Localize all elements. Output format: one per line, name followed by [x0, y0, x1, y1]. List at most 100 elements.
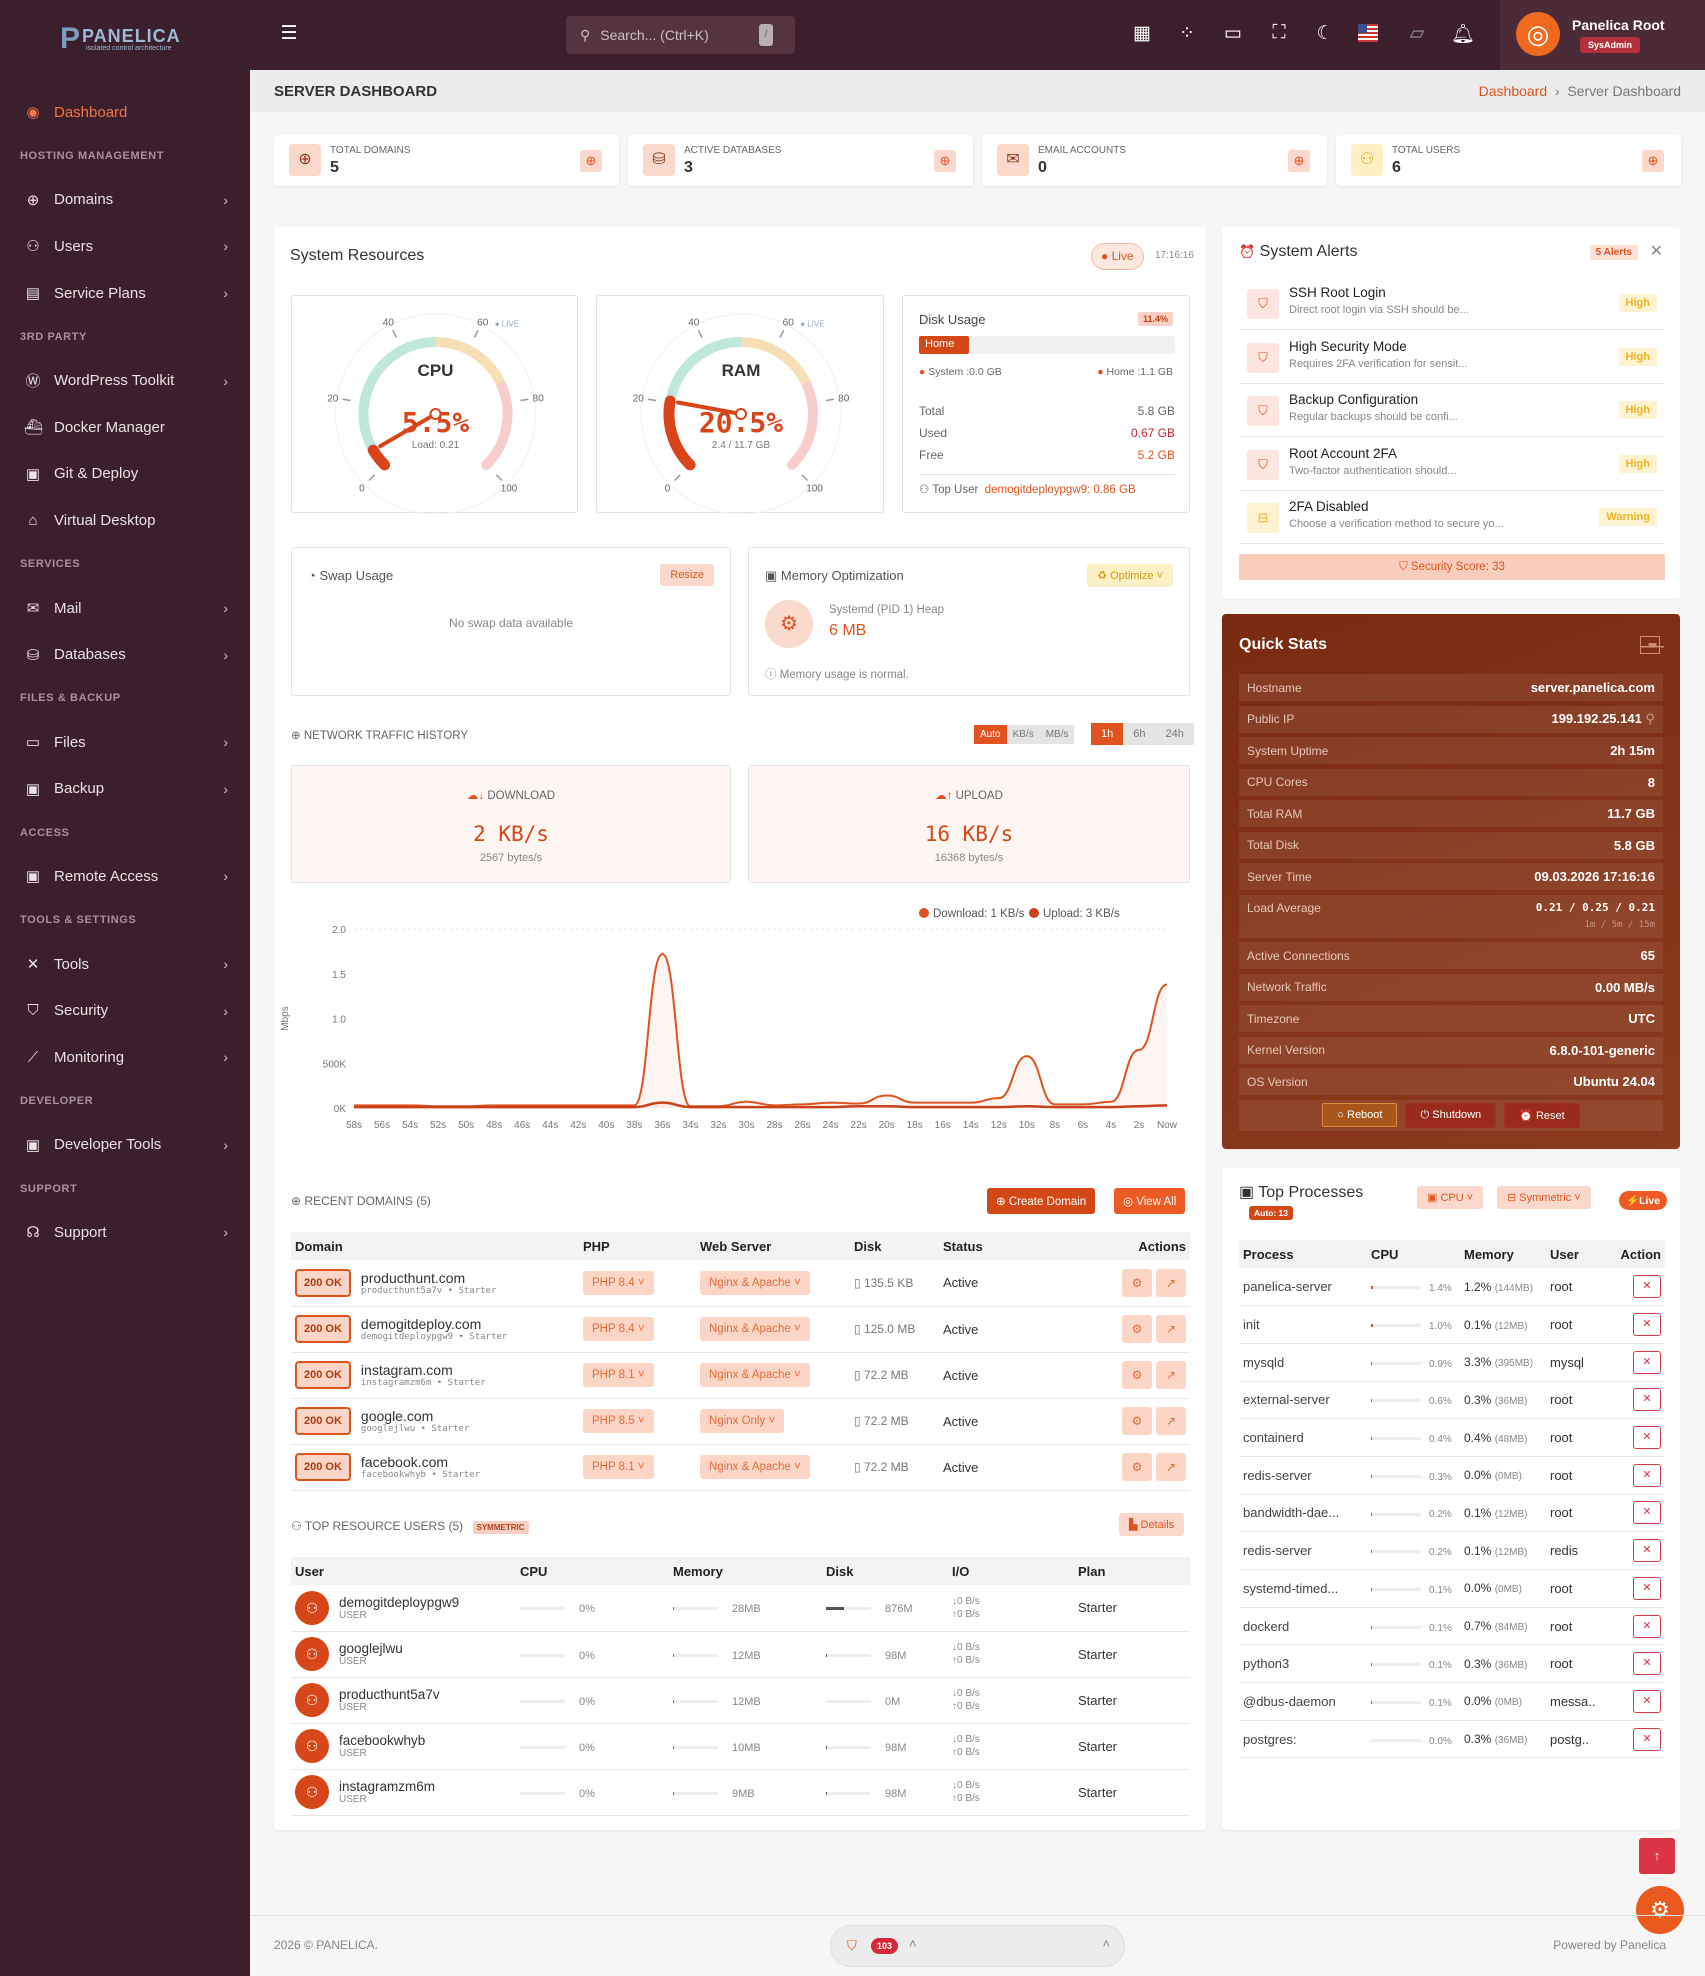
chevron-up-icon[interactable]: ˄ [909, 1936, 917, 1951]
optimize-button[interactable]: ♻ Optimize ˅ [1087, 564, 1173, 587]
user-name[interactable]: googlejlwu [339, 1641, 403, 1656]
unit-button-0[interactable]: Auto [974, 725, 1007, 744]
kill-process-button[interactable]: ✕ [1633, 1652, 1661, 1676]
monitor-icon[interactable]: ▭ [1224, 23, 1242, 44]
sort-cpu-dropdown[interactable]: ▣ CPU ˅ [1417, 1186, 1484, 1209]
fullscreen-icon[interactable]: ⛶ [1272, 22, 1286, 43]
us-flag-icon[interactable] [1358, 24, 1384, 42]
web-server-select[interactable]: Nginx & Apache ˅ [700, 1363, 810, 1387]
menu-icon[interactable]: ☰ [280, 23, 298, 44]
settings-gear-button[interactable]: ⚙ [1122, 1361, 1152, 1389]
kill-process-button[interactable]: ✕ [1633, 1463, 1661, 1487]
add-icon[interactable]: ⊕ [1642, 150, 1664, 172]
sidebar-item-security[interactable]: ⛉ Security › [0, 987, 250, 1034]
open-external-button[interactable]: ↗ [1156, 1315, 1186, 1343]
unit-button-1[interactable]: KB/s [1006, 725, 1040, 744]
sidebar-item-remote-access[interactable]: ▣ Remote Access › [0, 853, 250, 900]
sidebar-item-docker-manager[interactable]: ⛴ Docker Manager [0, 404, 250, 451]
settings-fab-button[interactable]: ⚙ [1636, 1886, 1684, 1934]
sidebar-item-monitoring[interactable]: ⟋ Monitoring › [0, 1034, 250, 1081]
sidebar-item-users[interactable]: ⚇ Users › [0, 223, 250, 270]
php-version-select[interactable]: PHP 8.1 ˅ [583, 1363, 654, 1387]
add-icon[interactable]: ⊕ [934, 150, 956, 172]
sidebar-item-service-plans[interactable]: ▤ Service Plans › [0, 270, 250, 317]
web-server-select[interactable]: Nginx Only ˅ [700, 1409, 785, 1433]
bar-chart-icon[interactable]: ▁▃▁ [1640, 636, 1664, 654]
mode-dropdown[interactable]: ⊟ Symmetric ˅ [1497, 1186, 1591, 1209]
create-domain-button[interactable]: ⊕ Create Domain [987, 1188, 1096, 1214]
sidebar-item-tools[interactable]: ✕ Tools › [0, 941, 250, 988]
kill-process-button[interactable]: ✕ [1633, 1614, 1661, 1638]
add-icon[interactable]: ⊕ [580, 150, 602, 172]
kill-process-button[interactable]: ✕ [1633, 1313, 1661, 1337]
alert-item[interactable]: ⛉ Backup Configuration Regular backups sho… [1239, 384, 1665, 437]
chevron-up-icon[interactable]: ˄ [1102, 1936, 1110, 1951]
kill-process-button[interactable]: ✕ [1633, 1350, 1661, 1374]
kill-process-button[interactable]: ✕ [1633, 1689, 1661, 1713]
apps-icon[interactable]: ⁘ [1179, 23, 1195, 44]
kill-process-button[interactable]: ✕ [1633, 1576, 1661, 1600]
alert-item[interactable]: ⛉ SSH Root Login Direct root login via SSH… [1239, 277, 1665, 330]
sidebar-item-files[interactable]: ▭ Files › [0, 719, 250, 766]
notes-icon[interactable]: ▱ [1409, 23, 1425, 44]
sidebar-item-backup[interactable]: ▣ Backup › [0, 766, 250, 813]
resize-button[interactable]: Resize [660, 564, 714, 586]
settings-gear-button[interactable]: ⚙ [1122, 1453, 1152, 1481]
alert-item[interactable]: ⊟ 2FA Disabled Choose a verification metho… [1239, 491, 1665, 544]
security-score-bar[interactable]: ⛉ Security Score: 33 [1239, 554, 1665, 580]
range-button-1h[interactable]: 1h [1091, 723, 1124, 745]
domain-name[interactable]: demogitdeploy.com [360, 1316, 482, 1332]
settings-gear-button[interactable]: ⚙ [1122, 1315, 1152, 1343]
settings-gear-button[interactable]: ⚙ [1122, 1268, 1152, 1297]
web-server-select[interactable]: Nginx & Apache ˅ [700, 1317, 810, 1341]
view-all-button[interactable]: ◎ View All [1114, 1188, 1186, 1214]
details-button[interactable]: ▙ Details [1119, 1513, 1185, 1536]
reset-button[interactable]: ⏰ Reset [1504, 1102, 1580, 1128]
domain-name[interactable]: producthunt.com [360, 1269, 466, 1286]
sidebar-item-databases[interactable]: ⛁ Databases › [0, 631, 250, 678]
php-version-select[interactable]: PHP 8.4 ˅ [583, 1270, 654, 1295]
sidebar-item-domains[interactable]: ⊕ Domains › [0, 177, 250, 224]
web-server-select[interactable]: Nginx & Apache ˅ [700, 1455, 810, 1479]
php-version-select[interactable]: PHP 8.5 ˅ [583, 1409, 654, 1433]
search-icon[interactable]: ⚲ [1645, 711, 1655, 726]
add-icon[interactable]: ⊕ [1288, 150, 1310, 172]
close-icon[interactable]: ✕ [1649, 243, 1663, 260]
bell-icon[interactable]: 🔔︎ [1450, 24, 1476, 45]
breadcrumb-dashboard[interactable]: Dashboard [1478, 83, 1548, 99]
php-version-select[interactable]: PHP 8.4 ˅ [583, 1317, 654, 1341]
sidebar-item-support[interactable]: ☊ Support › [0, 1209, 250, 1256]
open-external-button[interactable]: ↗ [1156, 1361, 1186, 1389]
user-name[interactable]: producthunt5a7v [339, 1687, 440, 1702]
domain-name[interactable]: facebook.com [360, 1454, 449, 1470]
qr-code-icon[interactable]: ▦ [1133, 23, 1151, 44]
user-name[interactable]: demogitdeploypgw9 [339, 1594, 460, 1610]
moon-icon[interactable]: ☾ [1316, 23, 1334, 44]
search-input[interactable]: ⚲ Search... (Ctrl+K) / [566, 16, 795, 54]
kill-process-button[interactable]: ✕ [1633, 1426, 1661, 1450]
alert-item[interactable]: ⛉ Root Account 2FA Two-factor authenticati… [1239, 438, 1665, 491]
sidebar-item-mail[interactable]: ✉ Mail › [0, 585, 250, 632]
scroll-top-button[interactable]: ↑ [1639, 1838, 1675, 1874]
open-external-button[interactable]: ↗ [1156, 1453, 1186, 1481]
kill-process-button[interactable]: ✕ [1633, 1501, 1661, 1525]
kill-process-button[interactable]: ✕ [1633, 1727, 1661, 1751]
brand-logo[interactable]: P PANELICA isolated control architecture [60, 22, 181, 55]
web-server-select[interactable]: Nginx & Apache ˅ [700, 1270, 810, 1295]
user-menu[interactable]: ◎ Panelica Root SysAdmin [1500, 0, 1705, 70]
open-external-button[interactable]: ↗ [1156, 1407, 1186, 1435]
shutdown-button[interactable]: ⏻ Shutdown [1405, 1102, 1497, 1128]
sidebar-item-wordpress-toolkit[interactable]: Ⓦ WordPress Toolkit › [0, 357, 250, 404]
settings-gear-button[interactable]: ⚙ [1122, 1407, 1152, 1435]
php-version-select[interactable]: PHP 8.1 ˅ [583, 1455, 654, 1479]
kill-process-button[interactable]: ✕ [1633, 1539, 1661, 1563]
user-name[interactable]: facebookwhyb [339, 1733, 426, 1748]
unit-button-2[interactable]: MB/s [1039, 725, 1075, 744]
alert-item[interactable]: ⛉ High Security Mode Requires 2FA verifica… [1239, 331, 1665, 384]
kill-process-button[interactable]: ✕ [1633, 1275, 1661, 1299]
security-status-pill[interactable]: ⛉ 103 ˄ ˄ [830, 1925, 1125, 1967]
sidebar-item-git-deploy[interactable]: ▣ Git & Deploy [0, 451, 250, 498]
kill-process-button[interactable]: ✕ [1633, 1388, 1661, 1412]
range-button-6h[interactable]: 6h [1123, 723, 1156, 745]
domain-name[interactable]: instagram.com [360, 1362, 453, 1378]
